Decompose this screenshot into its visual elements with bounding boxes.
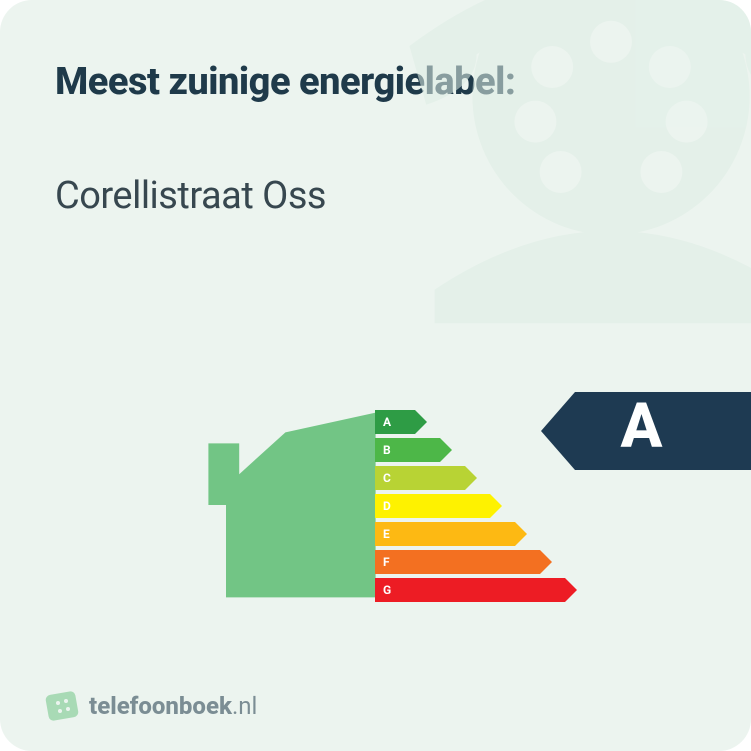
energy-bar-label: G — [383, 578, 391, 602]
energy-bar-f: F — [375, 550, 577, 574]
energy-bar-g: G — [375, 578, 577, 602]
energy-bar-shape — [375, 522, 527, 546]
energy-bar-label: D — [383, 494, 391, 518]
result-letter: A — [586, 388, 696, 466]
footer-text-light: .nl — [232, 692, 257, 720]
energy-bar-label: B — [383, 438, 391, 462]
footer-text: telefoonboek.nl — [89, 692, 257, 720]
footer: telefoonboek.nl — [45, 689, 257, 723]
footer-text-bold: telefoonboek — [89, 692, 232, 720]
energy-bar-label: A — [383, 410, 391, 434]
energy-label-card: Meest zuinige energielabel: Corellistraa… — [0, 0, 751, 751]
energy-bar-e: E — [375, 522, 577, 546]
energy-bar-shape — [375, 494, 502, 518]
energy-bar-d: D — [375, 494, 577, 518]
house-icon — [160, 395, 380, 615]
energy-bar-label: C — [383, 466, 391, 490]
energy-bar-shape — [375, 578, 577, 602]
phone-watermark-icon — [401, 0, 751, 340]
energy-bar-label: F — [383, 550, 390, 574]
footer-logo-icon — [45, 689, 79, 723]
energy-bar-shape — [375, 550, 552, 574]
energy-bar-label: E — [383, 522, 390, 546]
